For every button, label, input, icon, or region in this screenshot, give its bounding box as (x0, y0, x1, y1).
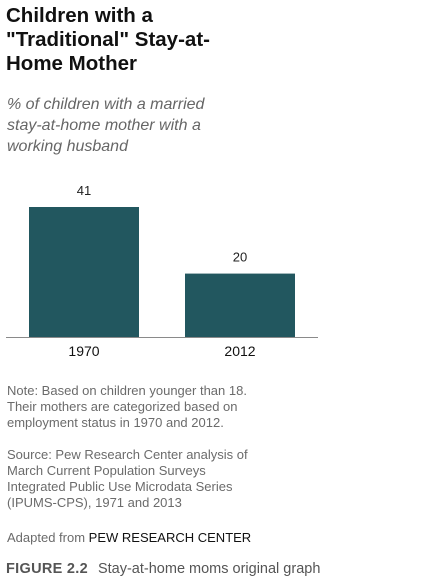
chart-title: Children with a "Traditional" Stay-at- H… (6, 4, 210, 75)
chart-source: Source: Pew Research Center analysis of … (7, 447, 248, 510)
adapted-prefix: Adapted from (7, 530, 86, 545)
figure-caption-text: Stay-at-home moms original graph (97, 561, 321, 577)
bar-2012 (185, 273, 295, 337)
category-label-2012: 2012 (224, 343, 255, 359)
chart-note: Note: Based on children younger than 18.… (7, 383, 247, 430)
bar-value-label-1970: 41 (77, 183, 91, 198)
bar-1970 (29, 207, 139, 337)
bar-chart: 41 1970 20 2012 (6, 183, 318, 359)
figure-label: FIGURE 2.2 (6, 561, 88, 577)
adapted-organization: PEW RESEARCH CENTER (88, 530, 252, 545)
bar-value-label-2012: 20 (233, 250, 247, 265)
category-label-1970: 1970 (68, 343, 99, 359)
adapted-credit: Adapted from PEW RESEARCH CENTER (7, 530, 387, 546)
figure-caption: FIGURE 2.2 Stay-at-home moms original gra… (6, 559, 426, 579)
chart-subtitle: % of children with a married stay-at-hom… (7, 96, 205, 155)
